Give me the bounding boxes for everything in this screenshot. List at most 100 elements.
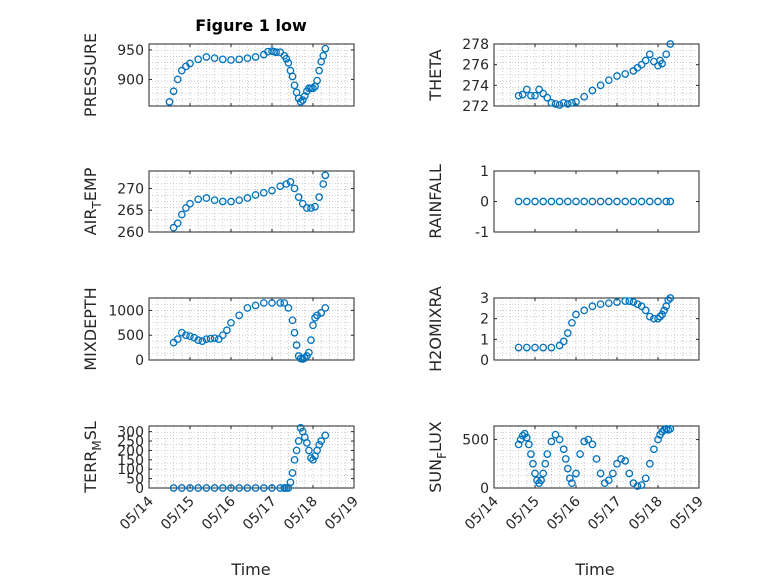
x-axis-label-right: Time — [574, 560, 614, 579]
h2omixra-point — [522, 343, 531, 352]
h2omixra-point — [568, 318, 576, 327]
pressure-point — [284, 59, 293, 67]
air-temp-point — [169, 223, 178, 232]
theta-point — [547, 99, 556, 107]
rainfall-point — [555, 197, 564, 206]
air-temp-point — [302, 204, 311, 212]
air-temp-point — [251, 191, 260, 199]
sun-flux-point — [596, 469, 605, 478]
sun-flux-point — [650, 445, 658, 454]
sun-flux-point — [551, 430, 560, 439]
air-temp-point — [243, 194, 252, 202]
rainfall-point — [596, 197, 605, 206]
pressure-point — [309, 84, 317, 93]
mixdepth-point — [206, 334, 215, 343]
pressure-point — [272, 48, 280, 57]
x-tick-label: 05/19 — [322, 494, 362, 534]
air-temp-y-tick-label: 260 — [117, 225, 144, 241]
sun-flux-point — [541, 459, 550, 468]
x-tick-label: 05/18 — [626, 494, 666, 534]
theta-axes — [493, 43, 700, 107]
mixdepth-point — [276, 299, 285, 307]
mixdepth-point — [300, 354, 309, 362]
h2omixra-point — [531, 343, 539, 352]
mixdepth-point — [218, 331, 227, 340]
theta-point — [621, 70, 630, 78]
sun-flux-point — [584, 435, 593, 444]
terr-msl-point — [227, 484, 235, 492]
sun-flux-point — [547, 437, 556, 446]
theta-y-label: THETA — [426, 49, 445, 101]
air-temp-point — [259, 188, 268, 197]
terr-msl-axes — [148, 425, 355, 489]
air-temp-y-tick-label: 265 — [117, 203, 144, 219]
sun-flux-point — [514, 440, 523, 449]
x-tick-label: 05/17 — [585, 494, 625, 534]
mixdepth-point — [290, 328, 299, 337]
sun-flux-point — [604, 476, 613, 485]
sun-flux-point — [641, 474, 650, 483]
h2omixra-point — [580, 306, 589, 315]
air-temp-point — [210, 196, 219, 205]
mixdepth-point — [317, 309, 326, 317]
sun-flux-point — [592, 455, 601, 463]
mixdepth-point — [186, 332, 194, 341]
terr-msl-point — [305, 446, 313, 455]
terr-msl-point — [202, 484, 211, 492]
terr-msl-point — [317, 437, 326, 445]
h2omixra-point — [621, 297, 630, 305]
mixdepth-point — [268, 299, 276, 307]
air-temp-point — [182, 204, 190, 212]
rainfall-point — [588, 197, 597, 206]
theta-point — [658, 59, 666, 68]
theta-point — [641, 56, 650, 65]
rainfall-axes — [493, 170, 700, 233]
theta-point — [604, 76, 613, 85]
sun-flux-point — [537, 476, 546, 485]
pressure-point — [235, 55, 244, 64]
x-axis-label-left: Time — [230, 560, 270, 579]
sun-flux-point — [565, 474, 574, 483]
terr-msl-y-tick-label: 250 — [117, 434, 144, 450]
mixdepth-point — [173, 335, 182, 344]
air-temp-point — [319, 180, 328, 188]
h2omixra-y-tick-label: 2 — [480, 312, 489, 328]
h2omixra-y-tick-label: 3 — [480, 291, 489, 307]
air-temp-point — [307, 204, 315, 212]
pressure-point — [321, 44, 330, 53]
x-tick-label: 05/15 — [503, 494, 543, 534]
h2omixra-point — [572, 310, 580, 319]
air-temp-point — [173, 219, 182, 228]
x-tick-label: 05/15 — [158, 494, 198, 534]
h2omixra-point — [555, 341, 564, 350]
pressure-point — [243, 54, 252, 63]
theta-point — [596, 81, 605, 90]
pressure-point — [165, 98, 174, 106]
mixdepth-point — [243, 304, 252, 312]
pressure-point — [169, 87, 178, 96]
terr-msl-point — [259, 484, 268, 492]
h2omixra-point — [658, 310, 666, 319]
air-temp-axes — [148, 170, 355, 233]
mixdepth-y-label: MIXDEPTH — [81, 287, 100, 370]
rainfall-point — [604, 197, 613, 206]
theta-point — [563, 100, 572, 108]
mixdepth-point — [235, 311, 244, 320]
mixdepth-point — [251, 301, 260, 310]
pressure-point — [313, 76, 321, 85]
x-tick-label: 05/18 — [281, 494, 321, 534]
theta-point — [543, 93, 552, 102]
h2omixra-point — [596, 300, 605, 309]
terr-msl-point — [218, 484, 227, 492]
pressure-point — [298, 96, 307, 104]
theta-y-tick-label: 274 — [462, 78, 489, 94]
air-temp-point — [286, 178, 295, 186]
sun-flux-point — [633, 482, 642, 490]
h2omixra-point — [547, 343, 556, 352]
x-tick-label: 05/17 — [240, 494, 280, 534]
air-temp-point — [227, 197, 235, 206]
pressure-axes — [148, 43, 355, 107]
mixdepth-point — [309, 321, 317, 330]
terr-msl-point — [186, 484, 194, 492]
